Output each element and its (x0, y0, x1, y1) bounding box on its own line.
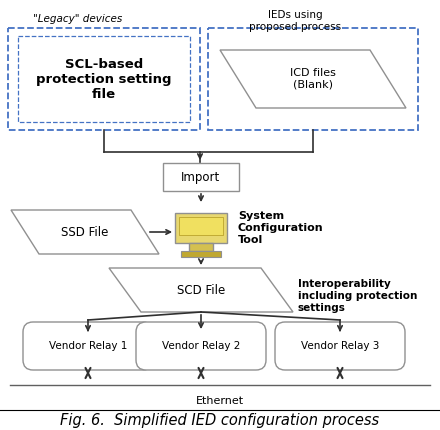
Text: Interoperability
including protection
settings: Interoperability including protection se… (298, 280, 418, 313)
Text: SCL-based
protection setting
file: SCL-based protection setting file (36, 58, 172, 101)
Text: Vendor Relay 2: Vendor Relay 2 (162, 341, 240, 351)
Text: SSD File: SSD File (61, 225, 109, 239)
Text: IEDs using
proposed process: IEDs using proposed process (249, 10, 341, 31)
Text: Vendor Relay 1: Vendor Relay 1 (49, 341, 127, 351)
Polygon shape (220, 50, 406, 108)
Bar (163, 163, 239, 191)
Bar (18, 36, 190, 122)
Polygon shape (109, 268, 293, 312)
Text: Ethernet: Ethernet (196, 396, 244, 406)
Bar (175, 213, 227, 243)
FancyBboxPatch shape (136, 322, 266, 370)
Bar (179, 217, 223, 235)
Bar (181, 251, 221, 257)
Text: "Legacy" devices: "Legacy" devices (33, 14, 123, 24)
Text: Import: Import (181, 171, 220, 184)
Bar (208, 28, 418, 130)
Text: Vendor Relay 3: Vendor Relay 3 (301, 341, 379, 351)
FancyBboxPatch shape (275, 322, 405, 370)
Text: Fig. 6.  Simplified IED configuration process: Fig. 6. Simplified IED configuration pro… (60, 412, 380, 427)
Bar (8, 28, 200, 130)
Text: ICD files
(Blank): ICD files (Blank) (290, 68, 336, 90)
Polygon shape (11, 210, 159, 254)
Text: System
Configuration
Tool: System Configuration Tool (238, 212, 324, 245)
Bar (189, 243, 213, 251)
Text: SCD File: SCD File (177, 283, 225, 297)
FancyBboxPatch shape (23, 322, 153, 370)
